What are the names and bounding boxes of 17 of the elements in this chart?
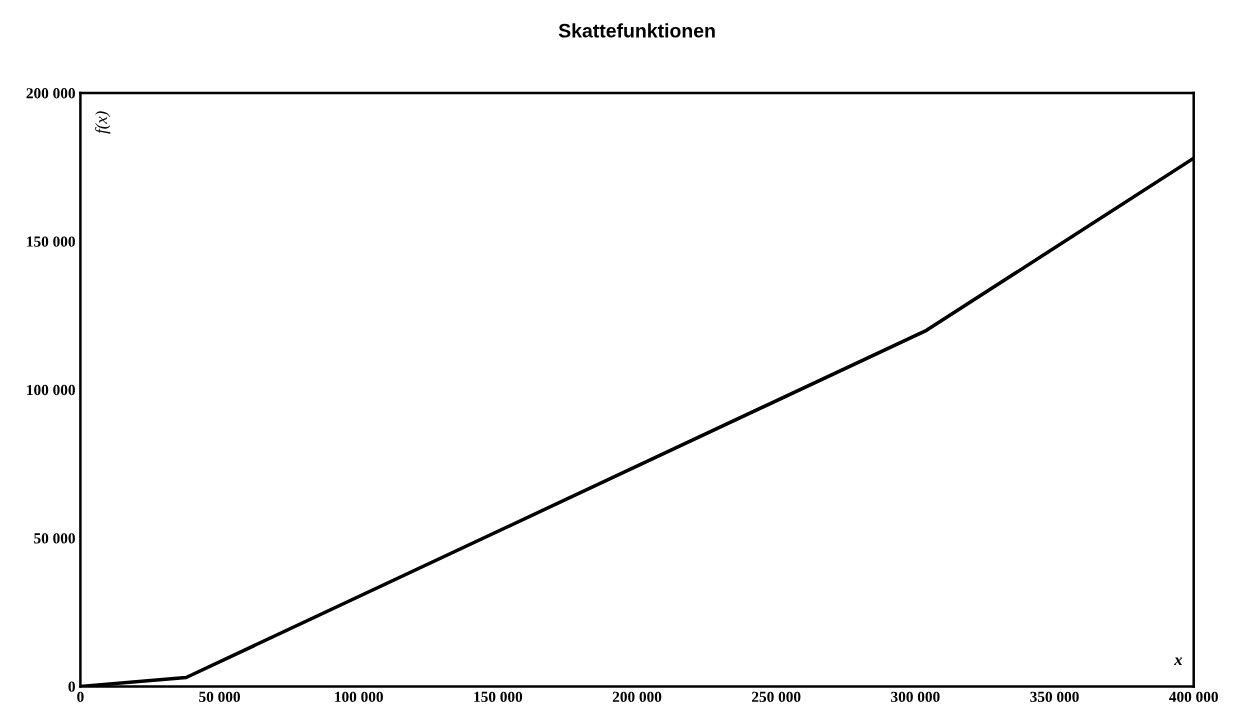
x-tick-label: 400 000 [1169,691,1218,703]
y-tick-label: 0 [68,681,75,692]
y-tick-label: 100 000 [27,384,75,396]
y-tick-label: 50 000 [34,533,75,544]
x-tick-label: 300 000 [891,691,940,703]
x-tick-label: 350 000 [1030,691,1079,703]
y-tick-label: 150 000 [27,236,75,247]
chart-title: Skattefunktionen [558,23,715,38]
x-tick-label: 200 000 [612,691,662,703]
x-tick-label: 250 000 [752,691,801,703]
x-tick-label: 100 000 [335,691,383,703]
x-tick-label: 50 000 [199,691,240,703]
x-axis-title: x [1174,657,1183,666]
y-tick-label: 200 000 [26,88,75,99]
y-axis-title: f(x) [95,111,111,134]
x-tick-label: 0 [77,691,84,703]
x-tick-label: 150 000 [474,691,523,703]
